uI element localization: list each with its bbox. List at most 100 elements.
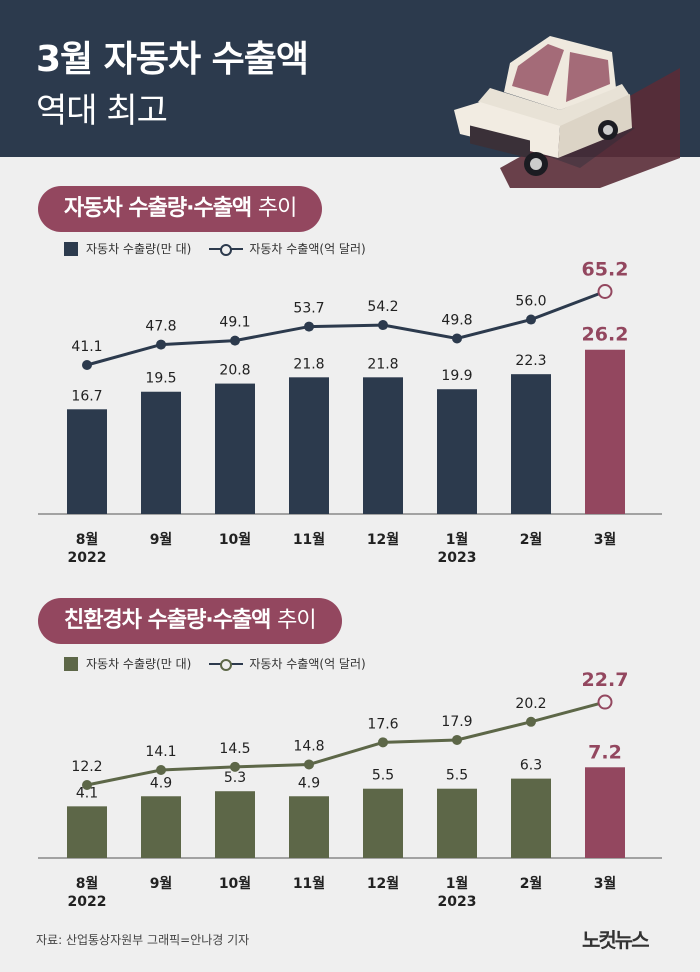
line-point xyxy=(156,339,166,350)
x-tick-month: 3월 xyxy=(594,875,617,892)
bar xyxy=(511,374,551,514)
bar-value-label: 4.9 xyxy=(150,775,172,791)
line-value-label: 54.2 xyxy=(367,299,398,315)
chart2-legend: 자동차 수출량(만 대) 자동차 수출액(억 달러) xyxy=(64,655,366,672)
bar-value-label: 5.3 xyxy=(224,770,246,786)
bar xyxy=(585,349,625,514)
x-tick-month: 10월 xyxy=(219,875,251,892)
x-tick-year: 2022 xyxy=(68,550,107,566)
line-point xyxy=(378,737,388,748)
nocut-news-logo: 노컷뉴스 xyxy=(582,928,650,952)
line-point xyxy=(526,314,536,325)
x-tick-month: 10월 xyxy=(219,531,251,548)
line-point xyxy=(304,759,314,770)
chart1-title: 자동차 수출량·수출액 xyxy=(64,196,252,221)
x-tick-month: 2월 xyxy=(520,875,543,892)
bar xyxy=(215,791,255,858)
bar-value-label: 16.7 xyxy=(71,388,102,404)
chart1-legend-line: 자동차 수출액(억 달러) xyxy=(249,242,366,256)
line-value-label: 49.8 xyxy=(441,312,472,328)
chart2-title-pill: 친환경차 수출량·수출액 추이 xyxy=(38,598,342,644)
line-value-label: 17.9 xyxy=(441,714,472,730)
x-tick-month: 8월 xyxy=(76,875,99,892)
bar xyxy=(141,391,181,514)
bar-value-label: 4.1 xyxy=(76,785,98,801)
x-tick-month: 11월 xyxy=(293,531,325,548)
bar-value-label: 7.2 xyxy=(588,741,622,763)
bar xyxy=(67,806,107,858)
page-subtitle: 역대 최고 xyxy=(36,91,168,131)
chart2-legend-bar: 자동차 수출량(만 대) xyxy=(86,657,192,671)
chart1-title-suffix: 추이 xyxy=(257,196,297,221)
line-value-label: 41.1 xyxy=(71,339,102,355)
bar xyxy=(215,383,255,514)
line-series xyxy=(86,700,606,787)
bar-value-label: 19.9 xyxy=(441,368,472,384)
x-tick-year: 2023 xyxy=(438,550,477,566)
bar xyxy=(363,788,403,858)
chart1-title-pill: 자동차 수출량·수출액 추이 xyxy=(38,186,323,232)
line-value-label: 56.0 xyxy=(515,294,546,310)
line-point xyxy=(597,283,613,299)
line-point xyxy=(82,360,92,370)
source-credit: 자료: 산업통상자원부 그래픽=안나경 기자 xyxy=(36,933,250,947)
bar-value-label: 19.5 xyxy=(145,371,176,387)
header-banner: 3월 자동차 수출액 역대 최고 xyxy=(0,0,700,188)
x-tick-month: 9월 xyxy=(150,875,173,892)
bar-value-label: 4.9 xyxy=(298,775,320,791)
line-point xyxy=(304,321,314,332)
line-value-label: 53.7 xyxy=(293,301,324,317)
line-point xyxy=(230,761,240,772)
bar xyxy=(289,377,329,514)
line-value-label: 20.2 xyxy=(515,696,546,712)
chart1-legend-bar: 자동차 수출량(만 대) xyxy=(86,242,192,256)
line-point xyxy=(82,780,92,790)
line-point xyxy=(597,694,613,710)
bar xyxy=(363,377,403,514)
bar-value-label: 21.8 xyxy=(367,356,398,372)
chart2-title: 친환경차 수출량·수출액 xyxy=(64,608,271,633)
bar-value-label: 6.3 xyxy=(520,758,542,774)
line-point xyxy=(230,335,240,346)
line-point xyxy=(156,764,166,775)
chart2-legend-line: 자동차 수출액(억 달러) xyxy=(249,657,366,671)
x-tick-month: 12월 xyxy=(367,875,399,892)
line-value-label: 65.2 xyxy=(582,258,629,280)
bar xyxy=(141,796,181,858)
bar xyxy=(437,788,477,858)
line-point xyxy=(378,320,388,331)
bar xyxy=(289,796,329,858)
x-tick-year: 2023 xyxy=(438,894,477,910)
line-point xyxy=(452,333,462,344)
bar xyxy=(511,778,551,858)
line-point xyxy=(452,734,462,745)
line-series xyxy=(86,290,606,367)
legend-line-swatch xyxy=(209,243,244,256)
x-tick-month: 9월 xyxy=(150,531,173,548)
bar-value-label: 5.5 xyxy=(446,768,468,784)
bar-value-label: 21.8 xyxy=(293,356,324,372)
legend-bar-swatch xyxy=(64,241,78,256)
line-value-label: 12.2 xyxy=(71,759,102,775)
car-illustration-icon xyxy=(454,36,680,188)
line-value-label: 14.8 xyxy=(293,738,324,754)
page-title: 3월 자동차 수출액 xyxy=(36,39,309,80)
line-point xyxy=(526,716,536,727)
bar xyxy=(585,767,625,858)
line-value-label: 49.1 xyxy=(219,315,250,331)
x-tick-month: 1월 xyxy=(446,875,469,892)
x-tick-year: 2022 xyxy=(68,894,107,910)
x-tick-month: 1월 xyxy=(446,531,469,548)
x-tick-month: 12월 xyxy=(367,531,399,548)
chart1-legend: 자동차 수출량(만 대) 자동차 수출액(억 달러) xyxy=(64,240,366,257)
x-tick-month: 8월 xyxy=(76,531,99,548)
bar-value-label: 20.8 xyxy=(219,363,250,379)
line-value-label: 22.7 xyxy=(582,669,629,691)
chart2-title-suffix: 추이 xyxy=(277,608,316,633)
bar xyxy=(437,389,477,514)
line-value-label: 14.5 xyxy=(219,741,250,757)
x-tick-month: 11월 xyxy=(293,875,325,892)
line-value-label: 47.8 xyxy=(145,319,176,335)
